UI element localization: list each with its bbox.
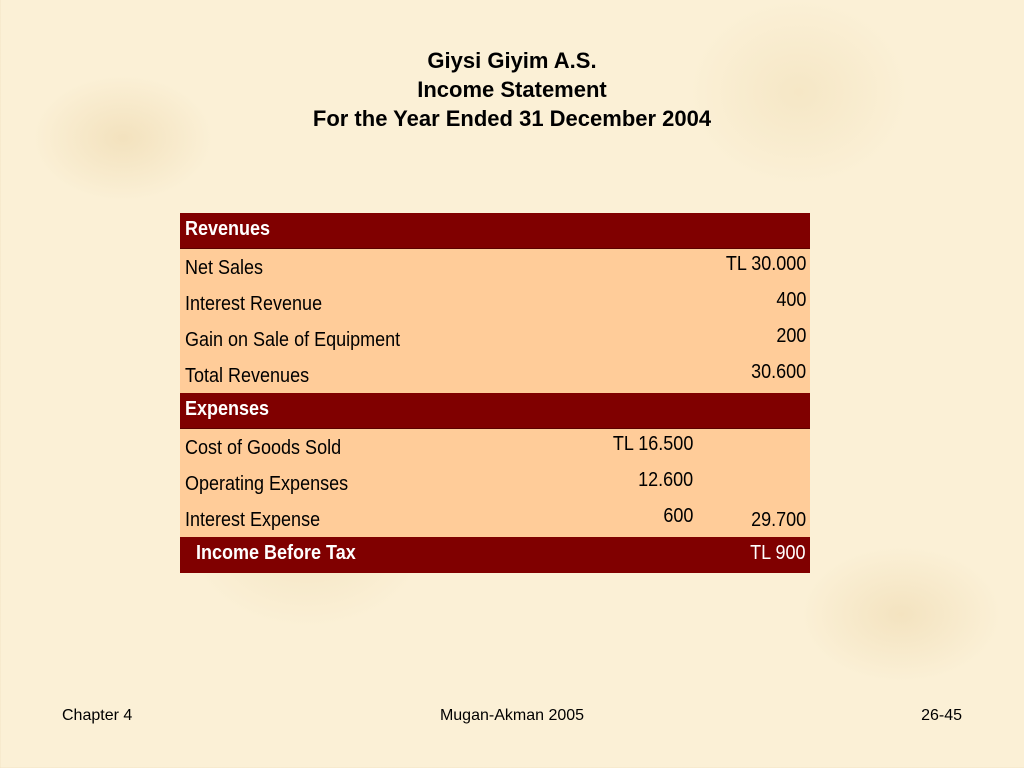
revenues-heading: Revenues — [185, 218, 271, 240]
footer-page-number: 26-45 — [921, 707, 962, 724]
row-amount: 200 — [775, 325, 806, 347]
income-before-tax-amount: TL 900 — [750, 542, 806, 564]
statement-title: Giysi Giyim A.S. Income Statement For th… — [0, 46, 1024, 133]
revenues-header-row: Revenues — [180, 213, 810, 249]
total-revenues-row: Total Revenues 30.600 — [180, 357, 810, 393]
table-row: Interest Revenue 400 — [180, 285, 810, 321]
row-amount: TL 16.500 — [612, 433, 693, 455]
row-label: Interest Expense — [185, 509, 321, 531]
statement-name: Income Statement — [417, 77, 607, 102]
table-row: Cost of Goods Sold TL 16.500 — [180, 429, 810, 465]
row-amount: 600 — [662, 505, 693, 527]
total-revenues-amount: 30.600 — [750, 361, 806, 383]
table-row: Interest Expense 600 29.700 — [180, 501, 810, 537]
table-row: Net Sales TL 30.000 — [180, 249, 810, 285]
row-amount: 400 — [775, 289, 806, 311]
expenses-header-row: Expenses — [180, 393, 810, 429]
footer-chapter: Chapter 4 — [62, 707, 133, 724]
company-name: Giysi Giyim A.S. — [427, 48, 597, 73]
row-label: Total Revenues — [185, 365, 310, 387]
footer-author: Mugan-Akman 2005 — [439, 707, 585, 724]
row-amount: TL 30.000 — [725, 253, 806, 275]
statement-period: For the Year Ended 31 December 2004 — [312, 106, 712, 131]
table-row: Operating Expenses 12.600 — [180, 465, 810, 501]
row-amount: 12.600 — [637, 469, 693, 491]
row-label: Cost of Goods Sold — [185, 437, 342, 459]
row-label: Operating Expenses — [185, 473, 349, 495]
income-before-tax-label: Income Before Tax — [196, 542, 356, 564]
expenses-heading: Expenses — [185, 398, 270, 420]
income-before-tax-row: Income Before Tax TL 900 — [180, 537, 810, 573]
total-expenses-amount: 29.700 — [750, 509, 806, 531]
income-statement-table: Revenues Net Sales TL 30.000 Interest Re… — [180, 213, 810, 573]
row-label: Gain on Sale of Equipment — [185, 329, 401, 351]
row-label: Interest Revenue — [185, 293, 323, 315]
table-row: Gain on Sale of Equipment 200 — [180, 321, 810, 357]
row-label: Net Sales — [185, 257, 264, 279]
